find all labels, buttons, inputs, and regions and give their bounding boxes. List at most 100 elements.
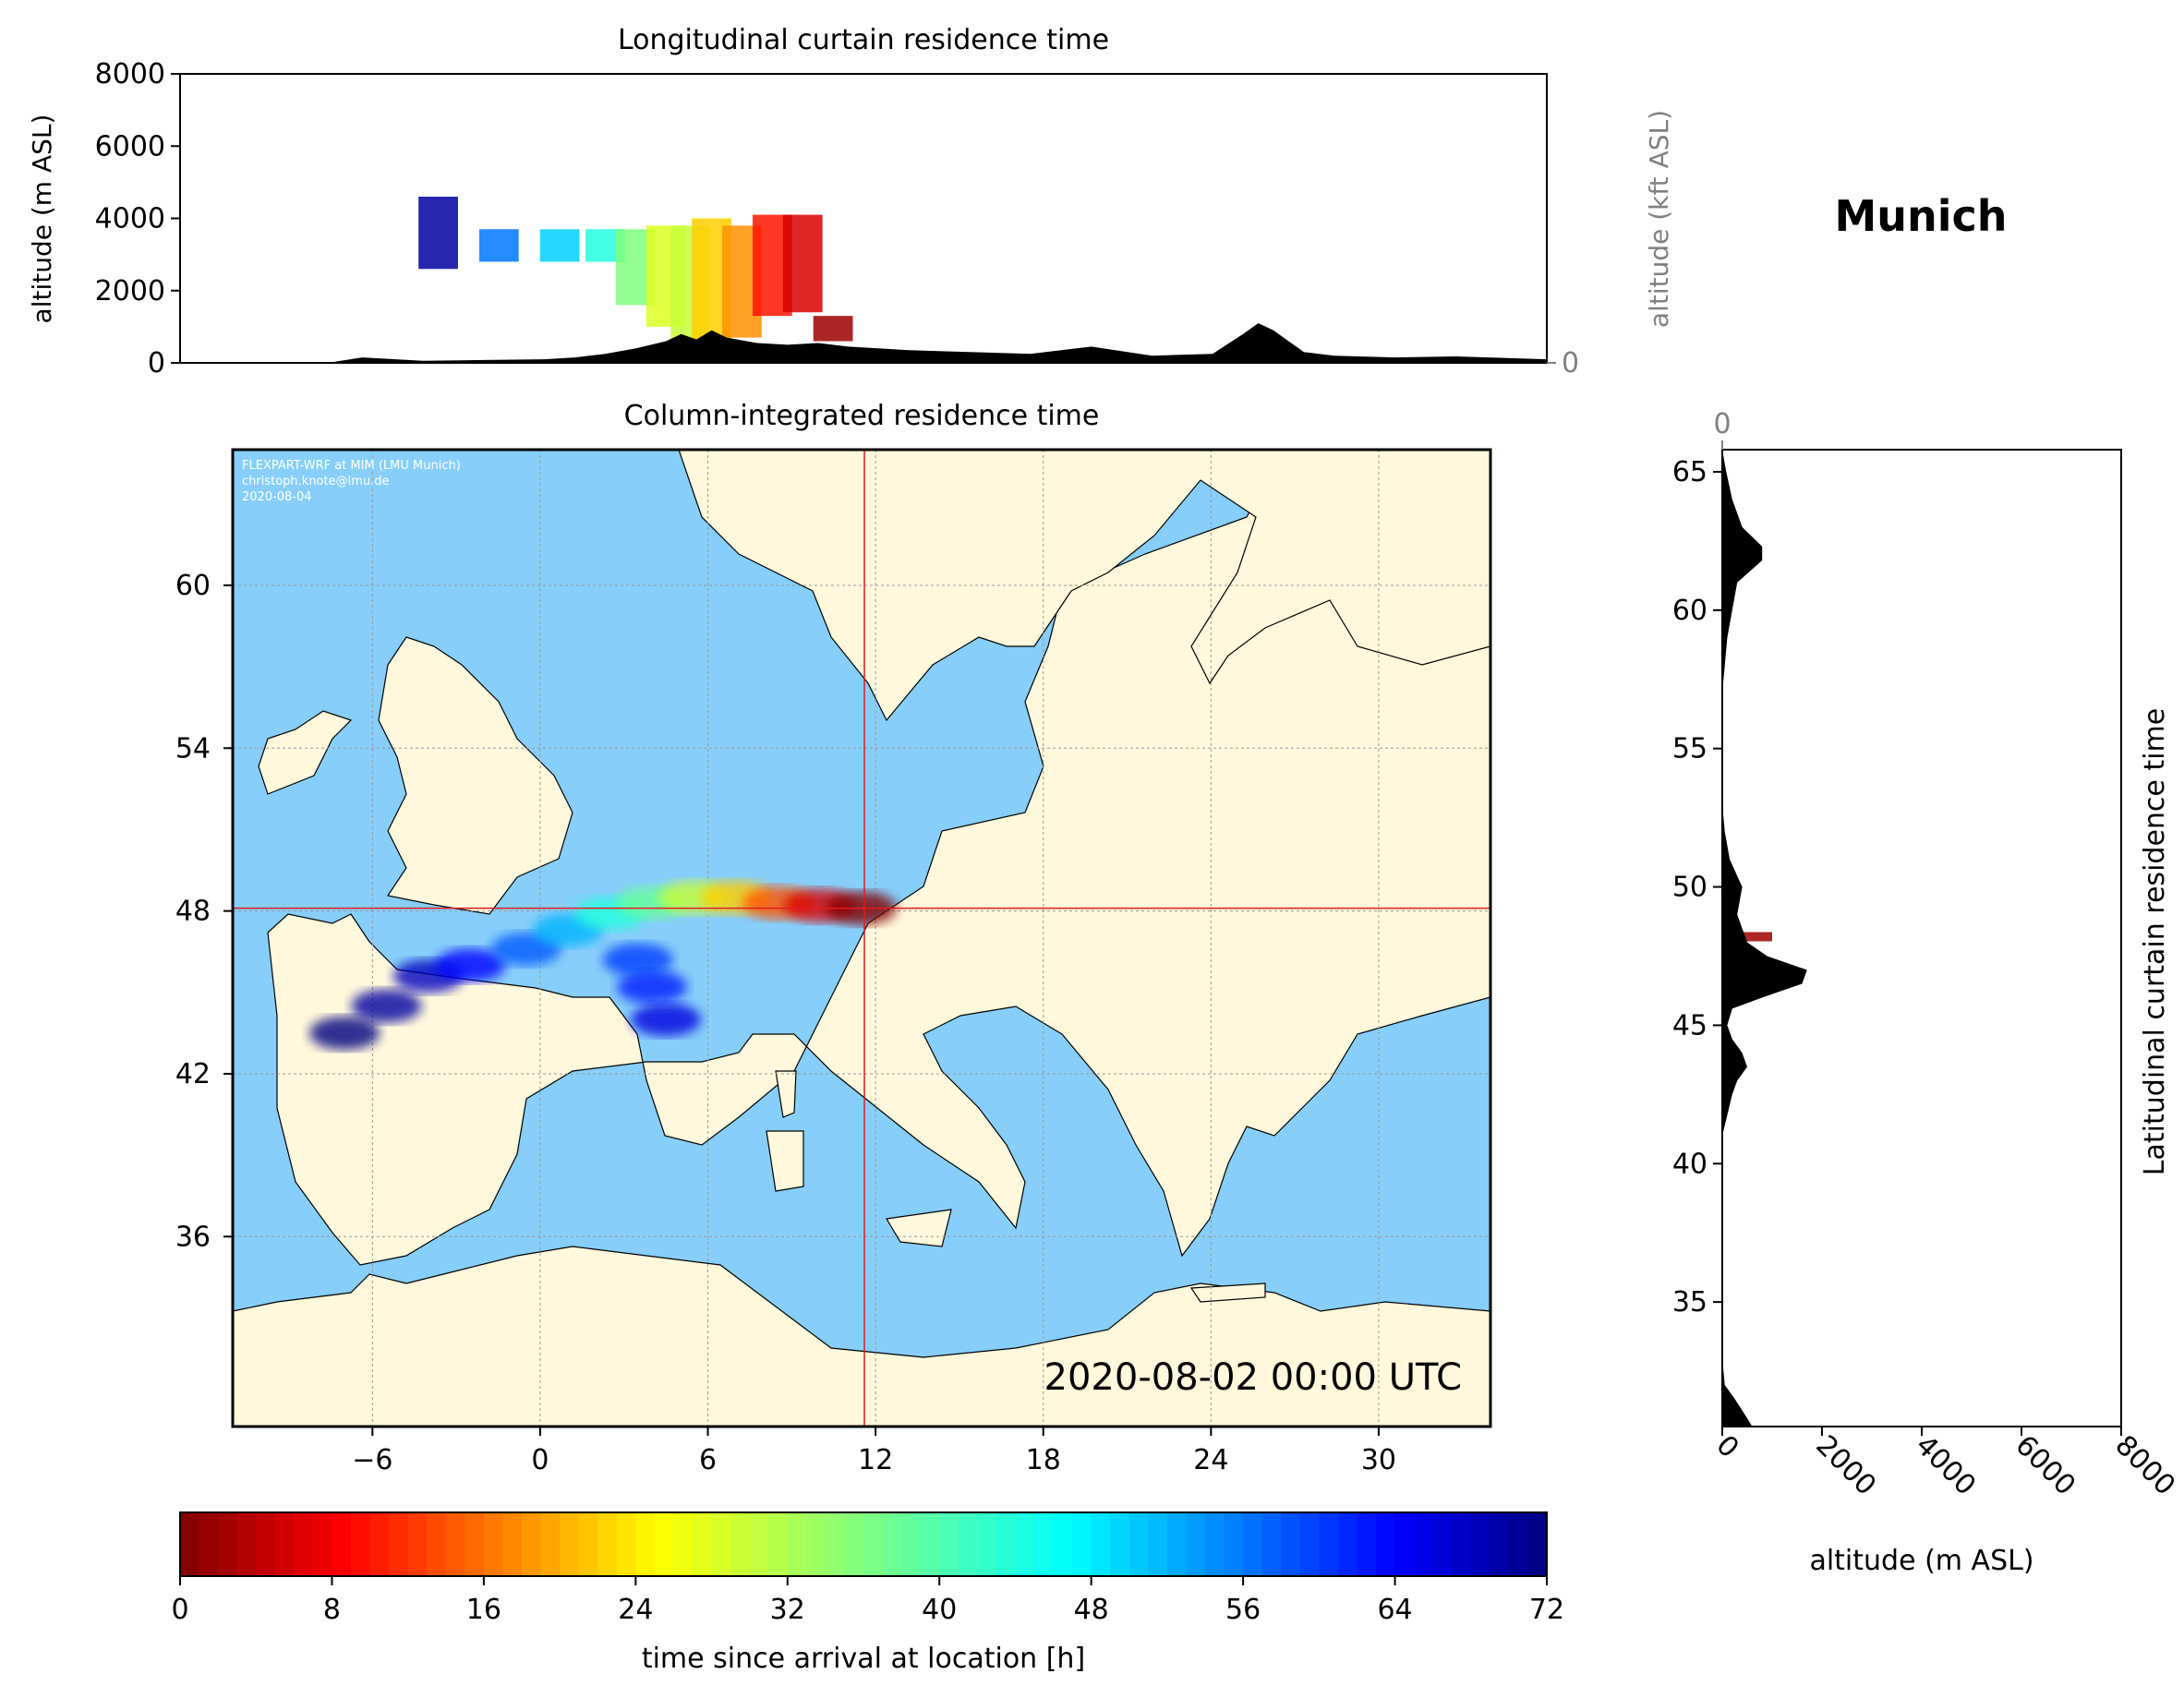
x-tick-label: −6 xyxy=(352,1444,392,1476)
colorbar-block xyxy=(294,1512,314,1576)
y-tick-label: 42 xyxy=(175,1058,211,1090)
plume-point xyxy=(309,1016,380,1050)
colorbar-tick-label: 24 xyxy=(618,1594,653,1626)
colorbar-tick-label: 32 xyxy=(770,1594,805,1626)
colorbar-block xyxy=(863,1512,884,1576)
land-north-africa xyxy=(233,1246,1490,1427)
colorbar-block xyxy=(1015,1512,1035,1576)
y-tick-label: 60 xyxy=(175,570,211,602)
colorbar-block xyxy=(578,1512,598,1576)
y-tick-label: 2000 xyxy=(95,275,165,307)
colorbar-tick-label: 48 xyxy=(1074,1594,1109,1626)
colorbar-block xyxy=(1281,1512,1301,1576)
x-tick-label: 8000 xyxy=(2108,1429,2181,1502)
colorbar-block xyxy=(1091,1512,1111,1576)
colorbar-block xyxy=(920,1512,940,1576)
colorbar-block xyxy=(1527,1512,1548,1576)
map-watermark-line-3: 2020-08-04 xyxy=(242,490,312,504)
colorbar-tick-label: 64 xyxy=(1377,1594,1412,1626)
side-panel-top-ticks: 050100 xyxy=(1713,408,1732,450)
colorbar-block xyxy=(1357,1512,1377,1576)
plume-point xyxy=(617,969,687,1004)
y-tick-label: 48 xyxy=(175,896,211,928)
map-panel: Column-integrated residence time FLEXPAR… xyxy=(175,400,1492,1476)
colorbar-block xyxy=(1337,1512,1358,1576)
colorbar-block xyxy=(882,1512,902,1576)
colorbar-block xyxy=(1205,1512,1225,1576)
colorbar-tick-label: 8 xyxy=(323,1594,341,1626)
colorbar-block xyxy=(597,1512,618,1576)
colorbar-block xyxy=(1110,1512,1130,1576)
map-watermark-line-1: FLEXPART-WRF at MIM (LMU Munich) xyxy=(242,459,461,473)
map-timestamp: 2020-08-02 00:00 UTC xyxy=(1044,1356,1462,1399)
x-tick-label: 2000 xyxy=(1809,1429,1882,1502)
colorbar-block xyxy=(312,1512,333,1576)
plume-row xyxy=(1732,932,1772,942)
longitudinal-curtain-title: Longitudinal curtain residence time xyxy=(618,24,1109,56)
land-masses xyxy=(233,450,1490,1427)
colorbar-block xyxy=(749,1512,769,1576)
colorbar-blocks xyxy=(180,1512,1548,1576)
release-crosshair xyxy=(233,450,1490,1427)
colorbar-tick-label: 40 xyxy=(922,1594,957,1626)
map-x-ticks: −6 0 6 12 18 24 30 xyxy=(352,1427,1396,1476)
colorbar-block xyxy=(616,1512,636,1576)
plume-column xyxy=(813,316,853,342)
colorbar-block xyxy=(1414,1512,1434,1576)
colorbar-block xyxy=(389,1512,409,1576)
colorbar-block xyxy=(540,1512,561,1576)
x-tick-label: 6 xyxy=(699,1444,717,1476)
side-panel-y-ticks: 35 40 45 50 55 60 65 xyxy=(1672,456,1722,1319)
y-tick-label: 0 xyxy=(148,347,165,379)
colorbar-block xyxy=(1128,1512,1149,1576)
plume-column xyxy=(539,229,580,262)
colorbar-block xyxy=(654,1512,675,1576)
location-title: Munich xyxy=(1834,191,2007,241)
colorbar-block xyxy=(730,1512,751,1576)
x-tick-label: 12 xyxy=(858,1444,893,1476)
land-britain xyxy=(378,636,573,915)
side-panel-title: Latitudinal curtain residence time xyxy=(2139,708,2171,1175)
map-plume xyxy=(309,880,897,1050)
x-tick-label: 0 xyxy=(531,1444,549,1476)
y-tick-label: 45 xyxy=(1672,1009,1707,1042)
colorbar-block xyxy=(901,1512,922,1576)
top-tick-label: 0 xyxy=(1713,408,1731,440)
map-y-ticks: 36 42 48 54 60 xyxy=(175,570,233,1253)
map-title: Column-integrated residence time xyxy=(624,400,1100,432)
colorbar-block xyxy=(1319,1512,1339,1576)
colorbar-block xyxy=(180,1512,200,1576)
colorbar-block xyxy=(445,1512,465,1576)
x-tick-label: 30 xyxy=(1361,1444,1396,1476)
top-panel-terrain xyxy=(180,323,1547,363)
colorbar-tick-label: 0 xyxy=(171,1594,188,1626)
colorbar-frame xyxy=(179,1511,1548,1577)
top-panel-plume xyxy=(418,197,853,356)
y-tick-label: 65 xyxy=(1672,456,1707,488)
plume-point xyxy=(351,989,422,1023)
colorbar-block xyxy=(693,1512,713,1576)
colorbar-block xyxy=(1166,1512,1188,1576)
land-scandinavia xyxy=(678,450,1490,722)
colorbar-block xyxy=(502,1512,523,1576)
colorbar-block xyxy=(1452,1512,1472,1576)
y-tick-label: 50 xyxy=(1672,872,1707,904)
colorbar-block xyxy=(768,1512,789,1576)
colorbar-block xyxy=(1261,1512,1282,1576)
x-tick-label: 0 xyxy=(1709,1429,1744,1464)
top-y-axis-label: altitude (m ASL) xyxy=(27,114,57,324)
land-sicily xyxy=(886,1209,952,1247)
colorbar-tick-label: 56 xyxy=(1225,1594,1261,1626)
colorbar-block xyxy=(560,1512,580,1576)
x-tick-label: 24 xyxy=(1193,1444,1228,1476)
plume-point xyxy=(435,948,506,982)
y-tick-label: 55 xyxy=(1672,733,1707,765)
colorbar-block xyxy=(787,1512,807,1576)
colorbar-block xyxy=(351,1512,371,1576)
colorbar-block xyxy=(1490,1512,1510,1576)
side-panel-terrain xyxy=(1722,450,1807,1427)
colorbar-block xyxy=(977,1512,997,1576)
colorbar-block xyxy=(199,1512,219,1576)
colorbar-block xyxy=(1034,1512,1055,1576)
